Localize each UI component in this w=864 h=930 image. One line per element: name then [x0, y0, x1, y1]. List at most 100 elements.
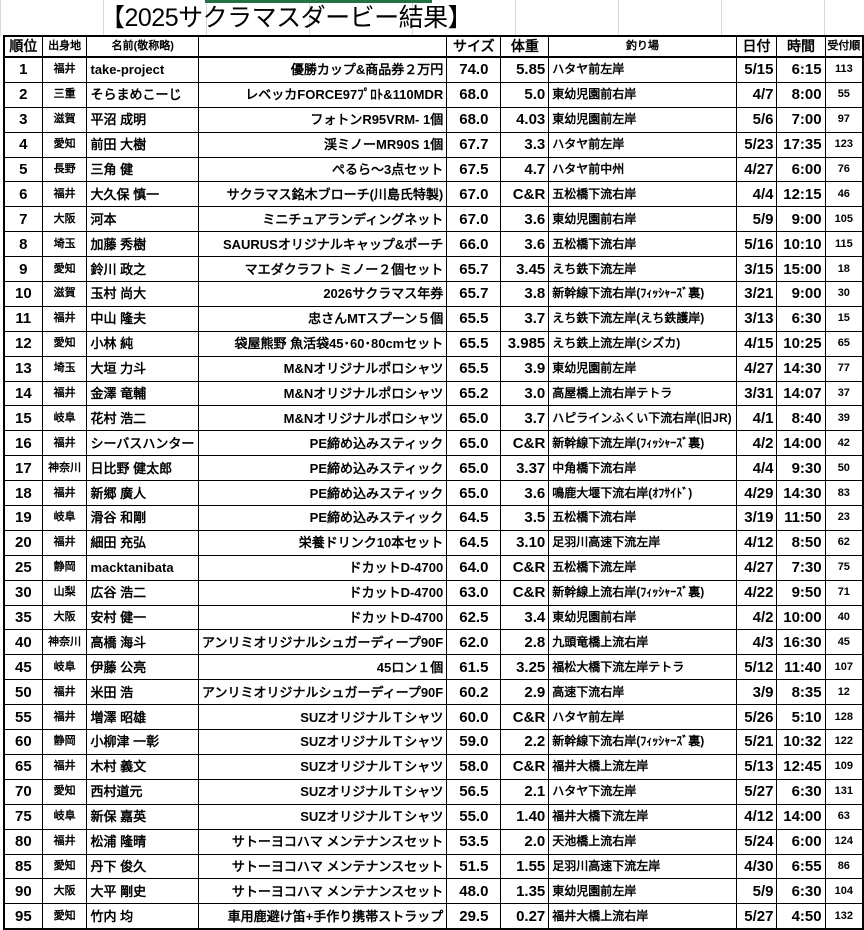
- cell-pref[interactable]: 愛知: [41, 778, 88, 805]
- cell-date[interactable]: 5/9: [735, 878, 778, 905]
- cell-date[interactable]: 4/3: [735, 629, 778, 656]
- cell-order[interactable]: 128: [824, 704, 864, 731]
- cell-pref[interactable]: 岐阜: [41, 405, 88, 432]
- cell-order[interactable]: 122: [824, 729, 864, 755]
- cell-time[interactable]: 8:35: [776, 679, 826, 706]
- cell-rank[interactable]: 95: [3, 903, 43, 930]
- cell-prize[interactable]: PE締め込みスティック: [198, 430, 448, 457]
- cell-name[interactable]: 広谷 浩二: [86, 579, 200, 606]
- cell-prize[interactable]: ドカットD-4700: [198, 604, 448, 631]
- cell-name[interactable]: 安村 健一: [86, 604, 200, 631]
- cell-prize[interactable]: サトーヨコハマ メンテナンスセット: [198, 853, 448, 880]
- cell-prize[interactable]: M&Nオリジナルポロシャツ: [198, 380, 448, 407]
- cell-place[interactable]: 高速下流右岸: [548, 679, 737, 706]
- cell-pref[interactable]: 山梨: [41, 579, 88, 606]
- cell-rank[interactable]: 3: [3, 106, 43, 133]
- cell-pref[interactable]: 福井: [41, 480, 88, 507]
- cell-prize[interactable]: ミニチュアランディングネット: [198, 206, 448, 233]
- cell-size[interactable]: 65.7: [446, 256, 502, 283]
- cell-pref[interactable]: 大阪: [41, 206, 88, 233]
- cell-weight[interactable]: 3.7: [500, 305, 550, 332]
- cell-size[interactable]: 67.0: [446, 181, 502, 208]
- cell-date[interactable]: 4/4: [735, 181, 778, 208]
- cell-time[interactable]: 14:00: [776, 803, 826, 830]
- cell-name[interactable]: 平沼 成明: [86, 106, 200, 133]
- cell-name[interactable]: 大久保 慎一: [86, 181, 200, 208]
- cell-rank[interactable]: 35: [3, 604, 43, 631]
- cell-name[interactable]: 米田 浩: [86, 679, 200, 706]
- cell-order[interactable]: 15: [824, 305, 864, 332]
- cell-rank[interactable]: 40: [3, 629, 43, 656]
- cell-place[interactable]: 東幼児園前左岸: [548, 106, 737, 133]
- cell-date[interactable]: 4/27: [735, 355, 778, 382]
- cell-weight[interactable]: 3.6: [500, 480, 550, 507]
- cell-rank[interactable]: 9: [3, 256, 43, 283]
- cell-date[interactable]: 5/27: [735, 778, 778, 805]
- cell-size[interactable]: 64.5: [446, 529, 502, 556]
- cell-weight[interactable]: 3.10: [500, 529, 550, 556]
- cell-rank[interactable]: 50: [3, 679, 43, 706]
- cell-rank[interactable]: 70: [3, 778, 43, 805]
- cell-time[interactable]: 10:10: [776, 231, 826, 258]
- cell-place[interactable]: 天池橋上流右岸: [548, 828, 737, 855]
- cell-pref[interactable]: 福井: [41, 753, 88, 780]
- cell-weight[interactable]: C&R: [500, 554, 550, 581]
- cell-size[interactable]: 65.5: [446, 330, 502, 357]
- cell-place[interactable]: ハタヤ前中州: [548, 156, 737, 183]
- cell-order[interactable]: 107: [824, 654, 864, 681]
- cell-size[interactable]: 65.2: [446, 380, 502, 407]
- cell-place[interactable]: 九頭竜橋上流右岸: [548, 629, 737, 656]
- cell-prize[interactable]: ドカットD-4700: [198, 554, 448, 581]
- cell-rank[interactable]: 7: [3, 206, 43, 233]
- cell-pref[interactable]: 福井: [41, 828, 88, 855]
- cell-size[interactable]: 56.5: [446, 778, 502, 805]
- cell-pref[interactable]: 埼玉: [41, 231, 88, 258]
- cell-weight[interactable]: 3.4: [500, 604, 550, 631]
- cell-place[interactable]: ハタヤ下流左岸: [548, 778, 737, 805]
- cell-order[interactable]: 23: [824, 505, 864, 531]
- cell-date[interactable]: 5/13: [735, 753, 778, 780]
- cell-time[interactable]: 6:00: [776, 156, 826, 183]
- cell-prize[interactable]: サトーヨコハマ メンテナンスセット: [198, 878, 448, 905]
- cell-pref[interactable]: 滋賀: [41, 281, 88, 307]
- cell-time[interactable]: 12:15: [776, 181, 826, 208]
- cell-size[interactable]: 65.7: [446, 281, 502, 307]
- cell-order[interactable]: 77: [824, 355, 864, 382]
- cell-pref[interactable]: 静岡: [41, 554, 88, 581]
- cell-date[interactable]: 4/2: [735, 604, 778, 631]
- cell-order[interactable]: 12: [824, 679, 864, 706]
- cell-order[interactable]: 123: [824, 131, 864, 158]
- cell-size[interactable]: 65.0: [446, 430, 502, 457]
- cell-prize[interactable]: 2026サクラマス年券: [198, 281, 448, 307]
- cell-rank[interactable]: 60: [3, 729, 43, 755]
- cell-weight[interactable]: 1.55: [500, 853, 550, 880]
- cell-name[interactable]: take-project: [86, 56, 200, 83]
- cell-date[interactable]: 4/12: [735, 803, 778, 830]
- cell-name[interactable]: 小柳津 一彰: [86, 729, 200, 755]
- cell-time[interactable]: 14:30: [776, 355, 826, 382]
- cell-order[interactable]: 132: [824, 903, 864, 930]
- cell-place[interactable]: 中角橋下流右岸: [548, 455, 737, 482]
- cell-time[interactable]: 14:07: [776, 380, 826, 407]
- cell-place[interactable]: 福井大橋下流左岸: [548, 803, 737, 830]
- cell-time[interactable]: 7:30: [776, 554, 826, 581]
- cell-weight[interactable]: C&R: [500, 181, 550, 208]
- cell-date[interactable]: 4/27: [735, 156, 778, 183]
- cell-size[interactable]: 65.5: [446, 305, 502, 332]
- cell-size[interactable]: 67.0: [446, 206, 502, 233]
- cell-place[interactable]: 東幼児園前右岸: [548, 206, 737, 233]
- cell-time[interactable]: 8:00: [776, 81, 826, 108]
- cell-date[interactable]: 3/15: [735, 256, 778, 283]
- cell-weight[interactable]: C&R: [500, 430, 550, 457]
- cell-pref[interactable]: 岐阜: [41, 803, 88, 830]
- cell-weight[interactable]: 3.5: [500, 505, 550, 531]
- cell-size[interactable]: 51.5: [446, 853, 502, 880]
- cell-rank[interactable]: 17: [3, 455, 43, 482]
- cell-weight[interactable]: 3.7: [500, 405, 550, 432]
- cell-time[interactable]: 17:35: [776, 131, 826, 158]
- cell-rank[interactable]: 15: [3, 405, 43, 432]
- cell-size[interactable]: 63.0: [446, 579, 502, 606]
- cell-place[interactable]: 足羽川高速下流左岸: [548, 853, 737, 880]
- cell-date[interactable]: 4/29: [735, 480, 778, 507]
- cell-pref[interactable]: 福井: [41, 679, 88, 706]
